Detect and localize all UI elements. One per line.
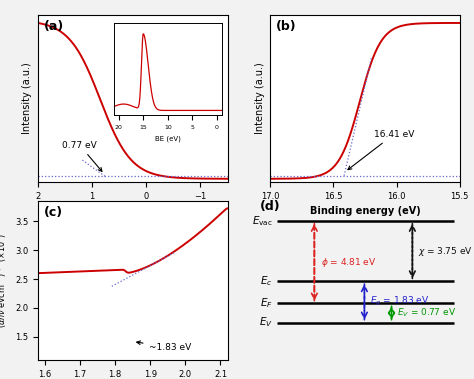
Text: $\mathit{E}_{c}$: $\mathit{E}_{c}$	[260, 274, 273, 288]
Y-axis label: Intensity (a.u.): Intensity (a.u.)	[22, 63, 32, 135]
Text: (b): (b)	[276, 20, 297, 33]
Y-axis label: Intensity (a.u.): Intensity (a.u.)	[255, 63, 264, 135]
Y-axis label: $(\alpha h\nu\ \mathrm{eVcm}^{-1})^{1/2}\ (\times 10^{2})$: $(\alpha h\nu\ \mathrm{eVcm}^{-1})^{1/2}…	[0, 233, 9, 328]
Text: $E_g$ = 1.83 eV: $E_g$ = 1.83 eV	[370, 295, 429, 309]
Text: $\mathit{E}_{\mathrm{vac}}$: $\mathit{E}_{\mathrm{vac}}$	[252, 214, 273, 228]
Text: $\mathit{E}_{F}$: $\mathit{E}_{F}$	[260, 297, 273, 310]
Text: 0.77 eV: 0.77 eV	[62, 141, 102, 171]
Text: ~1.83 eV: ~1.83 eV	[137, 341, 191, 352]
Text: (a): (a)	[44, 20, 64, 33]
X-axis label: Binding energy (eV): Binding energy (eV)	[310, 206, 420, 216]
Text: $\chi$ = 3.75 eV: $\chi$ = 3.75 eV	[418, 244, 473, 258]
Text: $E_V$ = 0.77 eV: $E_V$ = 0.77 eV	[397, 307, 456, 319]
Text: (d): (d)	[260, 200, 281, 213]
X-axis label: Binding energy (eV): Binding energy (eV)	[77, 206, 188, 216]
Text: $\phi$ = 4.81 eV: $\phi$ = 4.81 eV	[320, 256, 376, 269]
Text: 16.41 eV: 16.41 eV	[348, 130, 414, 170]
Text: $\mathit{E}_{V}$: $\mathit{E}_{V}$	[259, 316, 273, 329]
Text: (c): (c)	[44, 206, 63, 219]
